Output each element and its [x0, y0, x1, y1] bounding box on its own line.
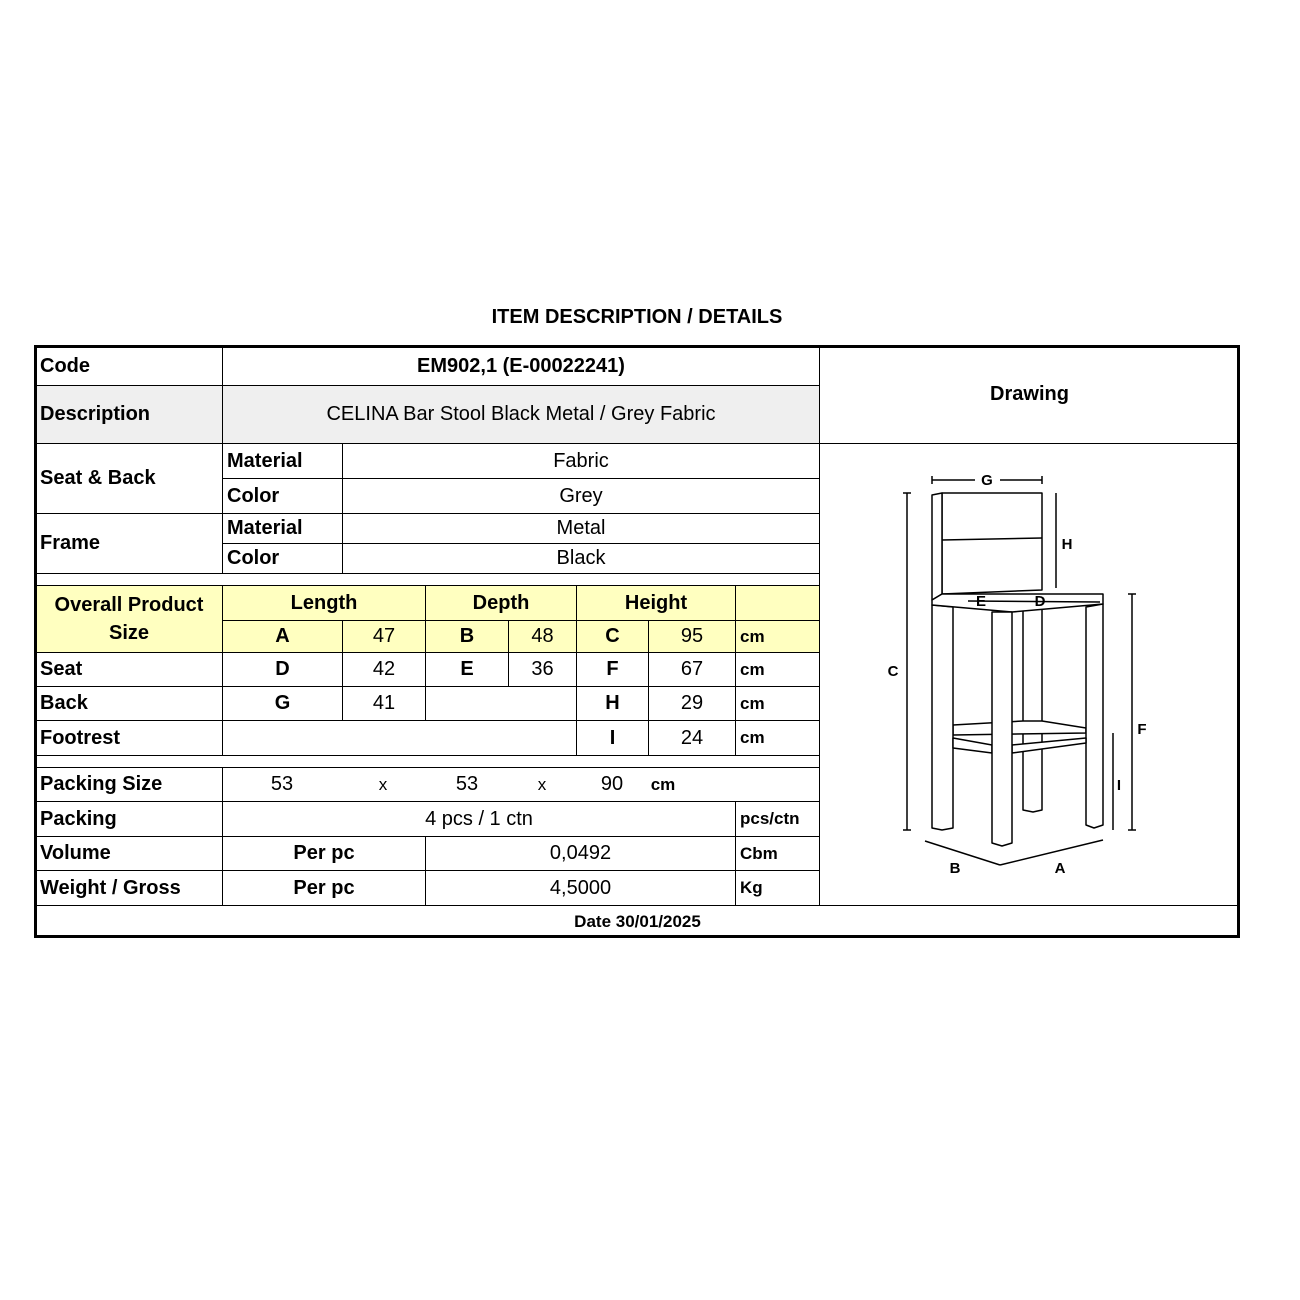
empty-cell: [425, 686, 577, 721]
date-footer: Date 30/01/2025: [35, 905, 1240, 938]
weight-unit: Kg: [735, 870, 820, 906]
dim-unit: cm: [735, 652, 820, 687]
packing-depth: 53: [455, 773, 479, 795]
dim-label-g: G: [981, 472, 993, 489]
frame-label: Frame: [35, 513, 223, 574]
weight-value: 4,5000: [425, 870, 736, 906]
back-panel: [940, 491, 1043, 595]
dim-label-h: H: [1061, 536, 1072, 553]
seat-back-color: Grey: [342, 478, 820, 514]
length-header: Length: [222, 585, 426, 621]
dim-letter: G: [222, 686, 343, 721]
height-header: Height: [576, 585, 736, 621]
sheet-title: ITEM DESCRIPTION / DETAILS: [491, 306, 783, 328]
dim-value: 95: [648, 620, 736, 653]
dim-label-b: B: [949, 860, 960, 877]
dim-value: 24: [648, 720, 736, 756]
weight-basis: Per pc: [222, 870, 426, 906]
back-slat: [941, 536, 1042, 541]
dim-value: 48: [508, 620, 577, 653]
volume-basis: Per pc: [222, 836, 426, 871]
empty-cell: [222, 720, 577, 756]
dim-value: 42: [342, 652, 426, 687]
footrest-back: [951, 719, 1087, 736]
dim-letter: I: [576, 720, 649, 756]
dim-label-f: F: [1137, 721, 1146, 738]
times-sign: x: [378, 775, 388, 794]
dim-letter: F: [576, 652, 649, 687]
footrest-label: Footrest: [35, 720, 223, 756]
frame-material: Metal: [342, 513, 820, 544]
dim-unit: cm: [735, 620, 820, 653]
dim-unit: cm: [735, 720, 820, 756]
packing-length: 53: [270, 773, 294, 795]
packing-value: 4 pcs / 1 ctn: [222, 801, 736, 837]
seat-back-label: Seat & Back: [35, 443, 223, 514]
drawing-area: C F I H G B A E D: [819, 443, 1240, 906]
code-value: EM902,1 (E-00022241): [222, 346, 820, 386]
back-label: Back: [35, 686, 223, 721]
description-value: CELINA Bar Stool Black Metal / Grey Fabr…: [222, 385, 820, 444]
back-post: [930, 491, 943, 601]
dim-value: 41: [342, 686, 426, 721]
seat-label: Seat: [35, 652, 223, 687]
dim-value: 29: [648, 686, 736, 721]
dim-label-i: I: [1116, 777, 1120, 794]
description-label: Description: [35, 385, 223, 444]
bar-stool-drawing: C F I H G B A E D: [887, 472, 1146, 877]
back-right-leg: [1021, 607, 1043, 813]
seat-back-color-label: Color: [222, 478, 343, 514]
frame-material-label: Material: [222, 513, 343, 544]
unit-header: [735, 585, 820, 621]
dim-label-a: A: [1054, 860, 1065, 877]
seat-back-material-label: Material: [222, 443, 343, 479]
packing-size-label: Packing Size: [35, 767, 223, 802]
drawing-header: Drawing: [819, 346, 1240, 444]
frame-color-label: Color: [222, 543, 343, 574]
seat-back-material: Fabric: [342, 443, 820, 479]
weight-label: Weight / Gross: [35, 870, 223, 906]
dim-letter: A: [222, 620, 343, 653]
dim-letter: C: [576, 620, 649, 653]
depth-header: Depth: [425, 585, 577, 621]
dim-letter: E: [425, 652, 509, 687]
volume-label: Volume: [35, 836, 223, 871]
packing-size-unit: cm: [650, 775, 676, 794]
packing-label: Packing: [35, 801, 223, 837]
dim-label-c: C: [887, 663, 898, 680]
frame-color: Black: [342, 543, 820, 574]
back-left-leg: [930, 603, 954, 831]
packing-height: 90: [600, 773, 624, 795]
dim-value: 47: [342, 620, 426, 653]
front-leg: [990, 610, 1013, 847]
dim-label-d: D: [1034, 593, 1045, 610]
times-sign: x: [537, 775, 547, 794]
dim-label-e: E: [975, 593, 985, 610]
dim-letter: D: [222, 652, 343, 687]
volume-value: 0,0492: [425, 836, 736, 871]
code-label: Code: [35, 346, 223, 386]
packing-unit: pcs/ctn: [735, 801, 820, 837]
dim-unit: cm: [735, 686, 820, 721]
packing-size-cell: [222, 767, 820, 802]
dim-value: 67: [648, 652, 736, 687]
footrest-front: [951, 736, 993, 754]
dim-value: 36: [508, 652, 577, 687]
seat: [930, 592, 1104, 613]
dim-letter: B: [425, 620, 509, 653]
dim-letter: H: [576, 686, 649, 721]
right-leg: [1084, 602, 1104, 829]
volume-unit: Cbm: [735, 836, 820, 871]
overall-size-label: Overall Product Size: [35, 585, 223, 653]
